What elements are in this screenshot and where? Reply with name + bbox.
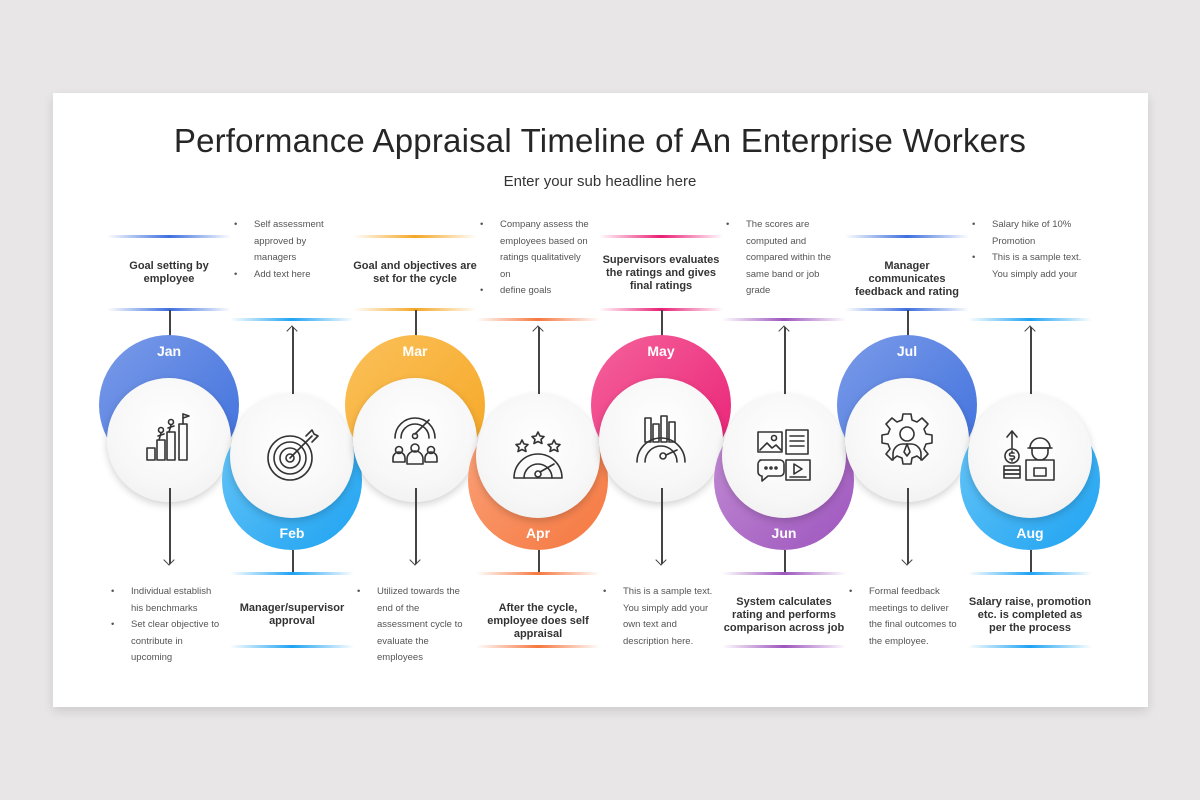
- page-title: Performance Appraisal Timeline of An Ent…: [173, 122, 1027, 159]
- divider-line: [476, 572, 600, 575]
- step-heading: System calculates rating and performs co…: [723, 596, 845, 634]
- step-heading: Supervisors evaluates the ratings and gi…: [602, 254, 720, 292]
- month-label: Mar: [402, 343, 428, 359]
- divider-line: [107, 308, 231, 311]
- month-label: Jul: [896, 343, 918, 359]
- bullet-item: Individual establish his benchmarks: [111, 584, 223, 617]
- divider-line: [476, 318, 600, 321]
- divider-line: [722, 645, 846, 648]
- connector-line: [784, 550, 786, 572]
- divider-line: [230, 572, 354, 575]
- step-bullets: The scores are computed and compared wit…: [726, 217, 838, 300]
- arrow-up: [292, 327, 294, 395]
- page-subtitle: Enter your sub headline here: [503, 173, 697, 190]
- divider-line: [722, 572, 846, 575]
- step-bullets: This is a sample text. You simply add yo…: [603, 584, 715, 650]
- step-bullets: Self assessment approved by managersAdd …: [234, 217, 346, 283]
- bullet-item: Salary hike of 10% Promotion: [972, 217, 1084, 250]
- step-heading: After the cycle, employee does self appr…: [487, 602, 589, 640]
- divider-line: [353, 235, 477, 238]
- divider-line: [230, 645, 354, 648]
- media-content-icon: [722, 394, 846, 518]
- rating-meter-icon: [476, 394, 600, 518]
- month-label: Apr: [525, 525, 551, 541]
- arrow-down: [907, 488, 909, 564]
- arrow-down: [169, 488, 171, 564]
- bullet-item: Set clear objective to contribute in upc…: [111, 617, 223, 667]
- bullet-item: This is a sample text. You simply add yo…: [603, 584, 715, 650]
- performance-gauge-icon: [599, 378, 723, 502]
- connector-line: [1030, 550, 1032, 572]
- divider-line: [845, 235, 969, 238]
- divider-line: [722, 318, 846, 321]
- divider-line: [968, 645, 1092, 648]
- divider-line: [476, 645, 600, 648]
- connector-line: [415, 310, 417, 340]
- month-label: May: [647, 343, 675, 359]
- bullet-item: Utilized towards the end of the assessme…: [357, 584, 469, 667]
- divider-line: [968, 572, 1092, 575]
- bullet-item: define goals: [480, 283, 592, 300]
- step-bullets: Formal feedback meetings to deliver the …: [849, 584, 961, 650]
- divider-line: [107, 235, 231, 238]
- step-bullets: Individual establish his benchmarksSet c…: [111, 584, 223, 667]
- month-label: Jan: [156, 343, 182, 359]
- arrow-down: [661, 488, 663, 564]
- arrow-up: [1030, 327, 1032, 395]
- bullet-item: Add text here: [234, 267, 346, 284]
- bullet-item: The scores are computed and compared wit…: [726, 217, 838, 300]
- employee-gear-icon: [845, 378, 969, 502]
- divider-line: [845, 308, 969, 311]
- connector-line: [661, 310, 663, 340]
- divider-line: [599, 308, 723, 311]
- divider-line: [230, 318, 354, 321]
- step-heading: Goal setting by employee: [129, 260, 209, 285]
- arrow-down: [415, 488, 417, 564]
- step-heading: Goal and objectives are set for the cycl…: [353, 260, 477, 285]
- step-bullets: Utilized towards the end of the assessme…: [357, 584, 469, 667]
- step-heading: Manager/supervisor approval: [239, 602, 345, 627]
- step-heading: Salary raise, promotion etc. is complete…: [968, 596, 1092, 634]
- connector-line: [538, 550, 540, 572]
- divider-line: [599, 235, 723, 238]
- team-performance-meter-icon: [353, 378, 477, 502]
- bullet-item: Self assessment approved by managers: [234, 217, 346, 267]
- connector-line: [907, 310, 909, 340]
- bullet-item: Company assess the employees based on ra…: [480, 217, 592, 283]
- bullet-item: Formal feedback meetings to deliver the …: [849, 584, 961, 650]
- step-bullets: Company assess the employees based on ra…: [480, 217, 592, 300]
- step-bullets: Salary hike of 10% PromotionThis is a sa…: [972, 217, 1084, 283]
- step-heading: Manager communicates feedback and rating: [855, 260, 959, 298]
- connector-line: [169, 310, 171, 340]
- arrow-up: [538, 327, 540, 395]
- month-label: Jun: [771, 525, 797, 541]
- divider-line: [968, 318, 1092, 321]
- month-label: Feb: [279, 525, 305, 541]
- career-growth-icon: [107, 378, 231, 502]
- salary-worker-icon: [968, 394, 1092, 518]
- divider-line: [353, 308, 477, 311]
- month-label: Aug: [1016, 525, 1044, 541]
- arrow-up: [784, 327, 786, 395]
- bullet-item: This is a sample text. You simply add yo…: [972, 250, 1084, 283]
- target-arrow-icon: [230, 394, 354, 518]
- connector-line: [292, 550, 294, 572]
